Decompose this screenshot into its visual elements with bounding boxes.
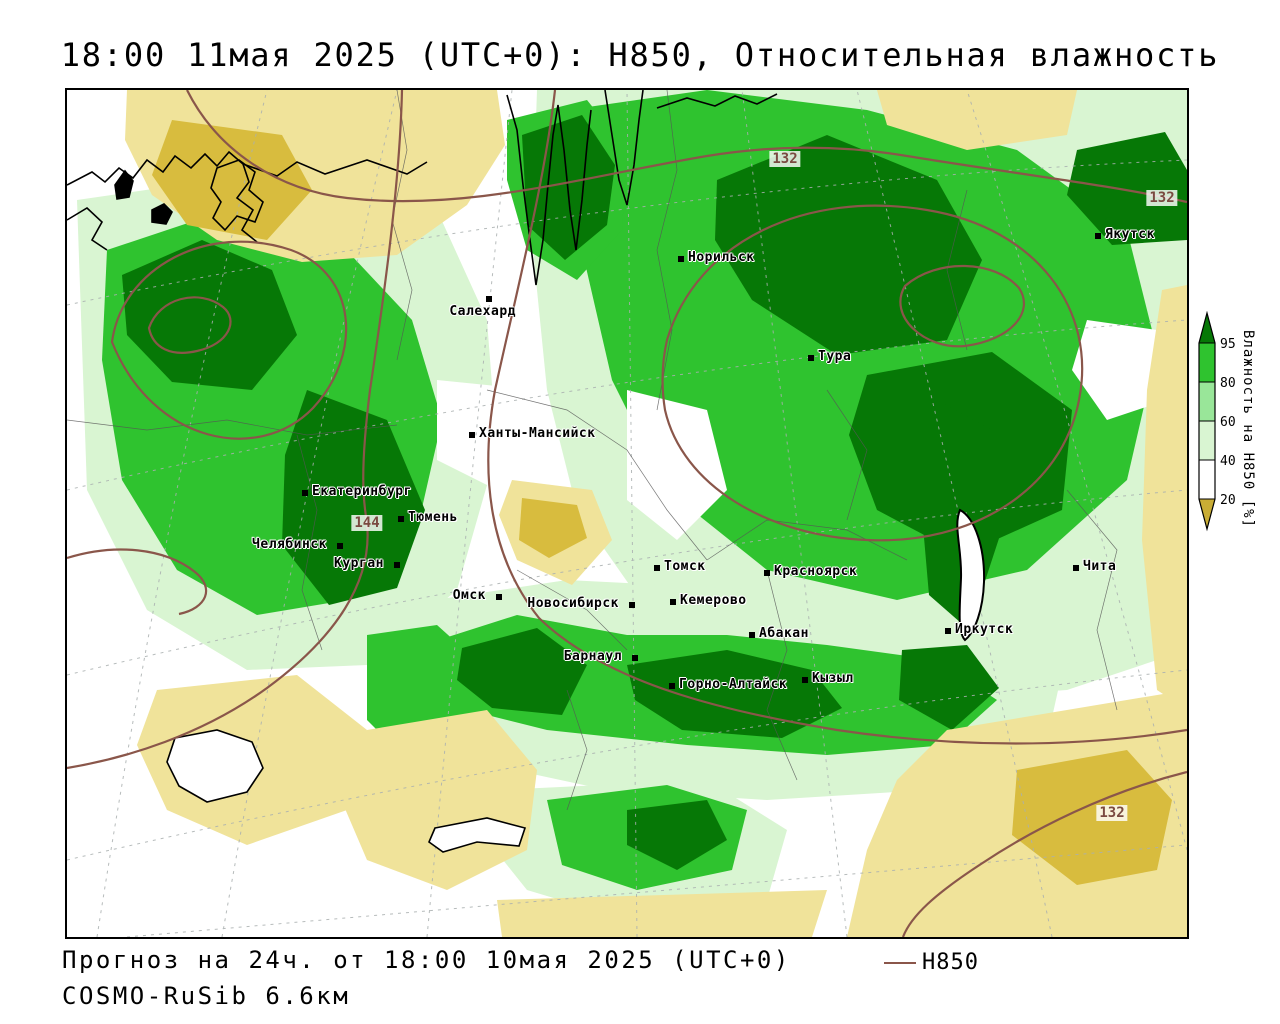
humidity-field-white-gaps <box>437 320 1167 540</box>
city-label: Курган <box>334 556 384 571</box>
forecast-info-line: Прогноз на 24ч. от 18:00 10мая 2025 (UTC… <box>62 946 791 974</box>
city-label: Иркутск <box>955 622 1014 637</box>
city-dot <box>629 602 635 608</box>
graticule-lines <box>67 90 1187 937</box>
humidity-field-dark-green <box>122 115 1187 870</box>
city-dot <box>486 296 492 302</box>
city-dot <box>808 355 814 361</box>
city-label: Кызыл <box>812 671 854 686</box>
city-label: Тура <box>818 349 852 364</box>
h850-legend-label: H850 <box>922 950 979 975</box>
model-info-line: COSMO-RuSib 6.6км <box>62 982 351 1010</box>
city-dot <box>469 432 475 438</box>
city-label: Чита <box>1083 559 1117 574</box>
colorbar-tick-80: 80 <box>1220 376 1236 391</box>
dry-field-dark-yellow <box>152 120 1172 885</box>
h850-legend-line <box>884 962 916 964</box>
city-dot <box>398 516 404 522</box>
colorbar-tick-20: 20 <box>1220 493 1236 508</box>
city-label: Новосибирск <box>527 596 619 611</box>
city-label: Ханты-Мансийск <box>479 426 596 441</box>
city-dot <box>764 570 770 576</box>
city-label: Барнаул <box>563 649 622 664</box>
city-dot <box>1095 233 1101 239</box>
city-label: Норильск <box>688 250 755 265</box>
contour-label: 132 <box>769 151 801 167</box>
humidity-colorbar: 95 80 60 40 20 <box>1196 310 1266 545</box>
city-dot <box>749 632 755 638</box>
city-dot <box>496 594 502 600</box>
coastlines <box>67 90 986 853</box>
city-label: Горно-Алтайск <box>679 677 788 692</box>
city-label: Кемерово <box>680 593 747 608</box>
city-label: Красноярск <box>774 564 858 579</box>
city-label: Абакан <box>759 626 809 641</box>
contour-label: 144 <box>351 515 383 531</box>
map-area: 132 132 144 132 Норильск Салехард Тура Я… <box>65 88 1189 939</box>
city-dot <box>1073 565 1079 571</box>
contour-label: 132 <box>1146 190 1178 206</box>
city-dot <box>632 655 638 661</box>
contour-label: 132 <box>1096 805 1128 821</box>
city-label: Омск <box>452 588 486 603</box>
city-label: Челябинск <box>252 537 327 552</box>
city-dot <box>394 562 400 568</box>
humidity-map-image <box>67 90 1187 937</box>
colorbar-title: Влажность на H850 [%] <box>1240 330 1256 529</box>
city-label: Томск <box>664 559 706 574</box>
city-dot <box>654 565 660 571</box>
city-dot <box>802 677 808 683</box>
city-dot <box>302 490 308 496</box>
city-dot <box>669 683 675 689</box>
page-title: 18:00 11мая 2025 (UTC+0): H850, Относите… <box>60 36 1220 74</box>
colorbar-tick-95: 95 <box>1220 337 1236 352</box>
dry-field-yellow <box>125 90 1187 937</box>
colorbar-tick-40: 40 <box>1220 454 1236 469</box>
colorbar-scale: 95 80 60 40 20 <box>1198 310 1236 532</box>
city-dot <box>670 599 676 605</box>
city-dot <box>678 256 684 262</box>
city-dot <box>945 628 951 634</box>
city-label: Екатеринбург <box>312 484 412 499</box>
city-label: Салехард <box>449 304 516 319</box>
colorbar-tick-60: 60 <box>1220 415 1236 430</box>
region-borders <box>67 90 1118 811</box>
city-label: Тюмень <box>408 510 458 525</box>
city-label: Якутск <box>1105 227 1155 242</box>
city-dot <box>337 543 343 549</box>
